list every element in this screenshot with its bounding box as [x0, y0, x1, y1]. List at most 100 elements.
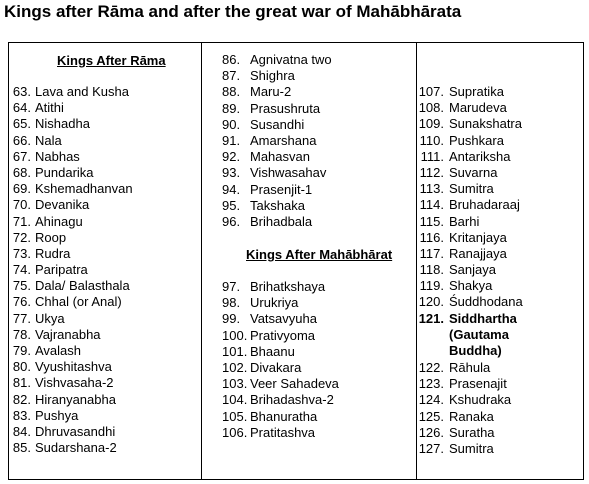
item-number: 78.: [12, 326, 31, 342]
list-item: 92. Mahasvan: [222, 149, 332, 165]
item-name: Mahasvan: [250, 149, 310, 165]
item-name: Antariksha: [449, 148, 511, 164]
list-item: 111. Antariksha: [417, 149, 523, 165]
item-name: Lava and Kusha: [35, 84, 129, 99]
item-name: Kshemadhanvan: [35, 181, 133, 197]
item-number: 93.: [222, 165, 241, 181]
item-name: Marudeva: [449, 100, 507, 116]
item-name: Prativyoma: [250, 327, 316, 343]
list-item: 98. Urukriya: [222, 295, 339, 311]
item-number: 92.: [222, 149, 241, 165]
item-number: 68.: [12, 164, 31, 180]
list-item: 99. Vatsavyuha: [222, 311, 339, 327]
item-number: 103.: [222, 376, 248, 392]
item-number: 63.: [12, 84, 31, 99]
list-col2-bottom: 97. Brihatkshaya 98. Urukriya 99. Vatsavyuha 1…: [222, 279, 339, 441]
item-name: Śuddhodana: [449, 294, 523, 310]
list-item: 125. Ranaka: [417, 409, 511, 425]
item-name: Brihadashva-2: [250, 392, 334, 408]
item-number: 94.: [222, 181, 241, 197]
item-name: Nabhas: [35, 148, 80, 164]
list-item: 106. Pratitashva: [222, 425, 339, 441]
highlight-row: 121. Siddhartha (Gautama Buddha): [417, 311, 529, 360]
item-name: Hiranyanabha: [35, 391, 116, 407]
item-number: 89.: [222, 100, 241, 116]
list-item: 79. Avalash: [9, 343, 133, 359]
list-item: 117. Ranajjaya: [417, 246, 523, 262]
item-number: 83.: [12, 407, 31, 423]
list-item: 115. Barhi: [417, 214, 523, 230]
list-item: 69. Kshemadhanvan: [9, 181, 133, 197]
item-name: Shighra: [250, 68, 295, 84]
item-name: Pundarika: [35, 164, 94, 180]
item-name: Pushya: [35, 407, 79, 423]
item-number: 84.: [12, 423, 31, 439]
list-item: 86. Agnivatna two: [222, 52, 332, 68]
item-name: Suratha: [449, 424, 495, 440]
item-number: 82.: [12, 391, 31, 407]
item-name: Sanjaya: [449, 262, 496, 278]
list-item: 101. Bhaanu: [222, 344, 339, 360]
item-name: Devanika: [35, 197, 90, 213]
item-number: 102.: [222, 359, 248, 375]
item-number: 81.: [12, 375, 31, 391]
page-title: Kings after Rāma and after the great war…: [4, 2, 462, 21]
list-item: 77. Ukya: [9, 311, 133, 327]
item-number: 119.: [419, 278, 444, 294]
item-number: 66.: [12, 132, 31, 148]
item-number: 109.: [418, 116, 444, 132]
item-number: 124.: [418, 392, 444, 408]
list-item: 107. Supratika: [417, 84, 523, 100]
item-name: Avalash: [35, 343, 82, 358]
item-number: 117.: [419, 245, 444, 261]
list-item: 109. Sunakshatra: [417, 116, 523, 132]
kings-table: Kings After Rāma 63. Lava and Kusha 64. Ati…: [8, 42, 584, 480]
list-item: 120. Śuddhodana: [417, 294, 523, 310]
item-number: 123.: [418, 376, 444, 392]
list-item: 80. Vyushitashva: [9, 359, 133, 375]
item-name: Siddhartha (Gautama Buddha): [449, 311, 517, 359]
list-item: 81. Vishvasaha-2: [9, 375, 133, 391]
item-number: 104.: [222, 392, 248, 408]
item-name: Vatsavyuha: [250, 311, 317, 327]
list-item: 97. Brihatkshaya: [222, 279, 339, 295]
item-name: Brihatkshaya: [250, 279, 326, 294]
item-number: 77.: [12, 310, 31, 326]
list-item: 83. Pushya: [9, 408, 133, 424]
list-item: 76. Chhal (or Anal): [9, 294, 133, 310]
list-item: 119. Shakya: [417, 278, 523, 294]
column-kings-after-rama: Kings After Rāma 63. Lava and Kusha 64. Ati…: [9, 43, 201, 479]
item-number: 96.: [222, 213, 241, 229]
list-item: 73. Rudra: [9, 246, 133, 262]
list-item: 113. Sumitra: [417, 181, 523, 197]
item-number: 122.: [418, 360, 444, 375]
list-item: 66. Nala: [9, 133, 133, 149]
list-col3-a: 107. Supratika 108. Marudeva 109. Sunakshatra…: [417, 84, 523, 311]
item-name: Paripatra: [35, 262, 88, 278]
item-number: 113.: [419, 181, 444, 197]
item-name: Dala/ Balasthala: [35, 278, 130, 294]
item-number: 87.: [222, 68, 241, 84]
list-item: 102. Divakara: [222, 360, 339, 376]
item-name: Prasushruta: [250, 100, 321, 116]
item-number: 126.: [418, 424, 444, 440]
list-item: 123. Prasenajit: [417, 376, 511, 392]
item-name: Prasenajit: [449, 376, 507, 392]
list-item: 112. Suvarna: [417, 165, 523, 181]
list-item: 84. Dhruvasandhi: [9, 424, 133, 440]
heading-kings-after-rama: Kings After Rāma: [57, 53, 166, 68]
item-number: 88.: [222, 84, 241, 100]
item-name: Bhaanu: [250, 343, 295, 359]
list-item: 126. Suratha: [417, 425, 511, 441]
item-number: 108.: [418, 100, 444, 116]
item-number: 95.: [222, 197, 241, 213]
item-name: Vishvasaha-2: [35, 375, 114, 391]
list-item: 87. Shighra: [222, 68, 332, 84]
column-right: 107. Supratika 108. Marudeva 109. Sunakshatra…: [416, 43, 583, 479]
item-number: 99.: [222, 311, 241, 327]
list-item: 71. Ahinagu: [9, 214, 133, 230]
item-name: Veer Sahadeva: [250, 376, 339, 392]
list-item: 95. Takshaka: [222, 198, 332, 214]
list-item: 114. Bruhadaraaj: [417, 197, 523, 213]
item-name: Suvarna: [449, 164, 498, 180]
